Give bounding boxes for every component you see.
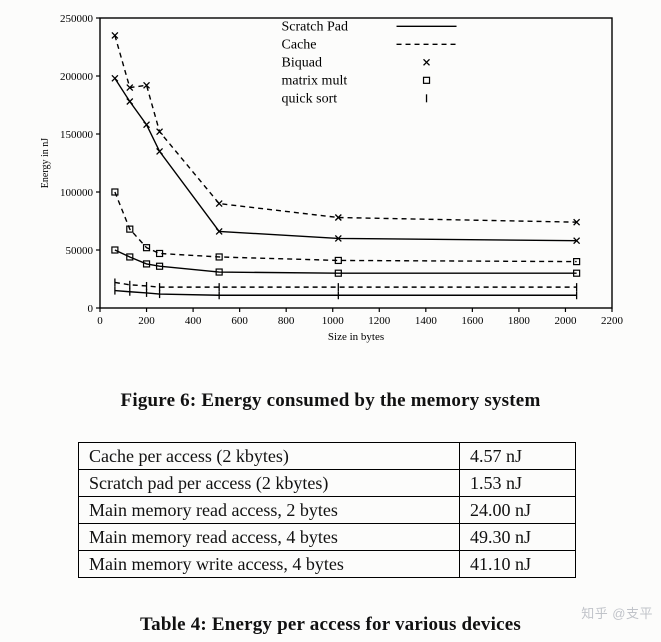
table-row: Main memory read access, 4 bytes49.30 nJ [79, 524, 576, 551]
svg-text:Size in bytes: Size in bytes [328, 331, 384, 343]
device-cell: Main memory write access, 4 bytes [79, 551, 460, 578]
table-caption: Table 4: Energy per access for various d… [0, 614, 661, 636]
svg-text:quick sort: quick sort [282, 91, 338, 106]
device-cell: Scratch pad per access (2 kbytes) [79, 470, 460, 497]
watermark: 知乎 @支平 [581, 603, 653, 622]
energy-cell: 49.30 nJ [460, 524, 576, 551]
svg-text:150000: 150000 [60, 129, 94, 141]
svg-text:2200: 2200 [601, 315, 624, 327]
svg-text:0: 0 [97, 315, 103, 327]
table-row: Scratch pad per access (2 kbytes)1.53 nJ [79, 470, 576, 497]
svg-text:Cache: Cache [282, 37, 317, 52]
energy-chart: 0 50000 100000 150000 200000 250000 0 200 400 600… [30, 8, 630, 353]
svg-text:50000: 50000 [66, 245, 94, 257]
chart-container: 0 50000 100000 150000 200000 250000 0 200 400 600… [30, 8, 630, 353]
svg-text:1400: 1400 [415, 315, 438, 327]
svg-text:1600: 1600 [461, 315, 484, 327]
device-cell: Main memory read access, 2 bytes [79, 497, 460, 524]
svg-text:1800: 1800 [508, 315, 530, 327]
page: 0 50000 100000 150000 200000 250000 0 200 400 600… [0, 0, 661, 642]
energy-cell: 24.00 nJ [460, 497, 576, 524]
device-cell: Cache per access (2 kbytes) [79, 443, 460, 470]
svg-text:Energy in nJ: Energy in nJ [40, 138, 51, 188]
energy-cell: 4.57 nJ [460, 443, 576, 470]
figure-caption: Figure 6: Energy consumed by the memory … [0, 390, 661, 412]
table-row: Main memory write access, 4 bytes41.10 n… [79, 551, 576, 578]
energy-table: Cache per access (2 kbytes)4.57 nJScratc… [78, 442, 576, 578]
svg-text:matrix mult: matrix mult [282, 73, 348, 88]
svg-text:250000: 250000 [60, 13, 94, 25]
table-row: Cache per access (2 kbytes)4.57 nJ [79, 443, 576, 470]
device-cell: Main memory read access, 4 bytes [79, 524, 460, 551]
svg-text:1200: 1200 [368, 315, 391, 327]
svg-text:Scratch Pad: Scratch Pad [282, 19, 348, 34]
energy-cell: 41.10 nJ [460, 551, 576, 578]
svg-text:1000: 1000 [322, 315, 345, 327]
svg-text:Biquad: Biquad [282, 55, 322, 70]
svg-text:600: 600 [231, 315, 248, 327]
energy-cell: 1.53 nJ [460, 470, 576, 497]
svg-text:0: 0 [88, 303, 94, 315]
svg-text:800: 800 [278, 315, 295, 327]
svg-text:400: 400 [185, 315, 202, 327]
table-row: Main memory read access, 2 bytes24.00 nJ [79, 497, 576, 524]
svg-text:100000: 100000 [60, 187, 94, 199]
svg-text:200: 200 [138, 315, 155, 327]
svg-text:200000: 200000 [60, 71, 94, 83]
svg-text:2000: 2000 [554, 315, 577, 327]
